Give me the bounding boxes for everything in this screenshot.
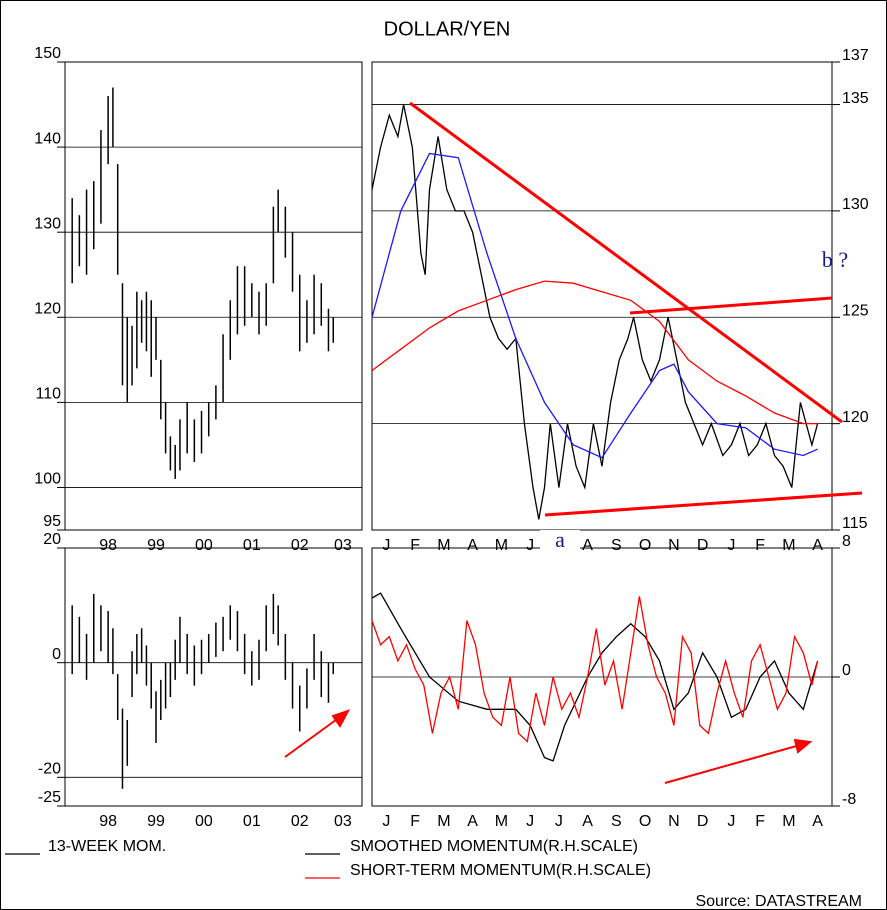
x-tick-label: D: [697, 537, 709, 554]
chart-title: DOLLAR/YEN: [384, 18, 511, 40]
x-tick-label: M: [495, 813, 508, 830]
x-tick-label: 01: [243, 813, 261, 830]
source: Source: DATASTREAM: [695, 893, 862, 910]
y-tick-label: 130: [34, 215, 61, 232]
y-tick-label: 135: [842, 90, 869, 107]
x-tick-label: 03: [334, 537, 352, 554]
x-tick-label: A: [812, 813, 823, 830]
x-tick-label: F: [755, 537, 765, 554]
x-tick-label: J: [382, 537, 390, 554]
series-line: [371, 280, 818, 425]
x-tick-label: 02: [291, 537, 309, 554]
x-tick-label: J: [382, 813, 390, 830]
arrow-head: [793, 738, 813, 754]
legend-label: SHORT-TERM MOMENTUM(R.H.SCALE): [350, 862, 651, 879]
x-tick-label: S: [611, 813, 622, 830]
x-tick-label: A: [812, 537, 823, 554]
x-tick-label: M: [437, 537, 450, 554]
y-tick-label: 150: [34, 45, 61, 62]
y-tick-label: 115: [842, 515, 868, 532]
x-tick-label: 99: [147, 813, 165, 830]
y-tick-label: -25: [38, 789, 61, 806]
arrow: [664, 744, 801, 784]
y-tick-label: 120: [842, 409, 869, 426]
panel-frame: [64, 61, 363, 531]
arrow-head: [331, 709, 351, 728]
trend-line: [629, 296, 833, 315]
x-tick-label: F: [410, 813, 420, 830]
trend-line: [544, 491, 863, 517]
x-tick-label: F: [410, 537, 420, 554]
x-tick-label: 03: [334, 813, 352, 830]
x-tick-label: 98: [99, 537, 117, 554]
annotation: b ?: [822, 247, 848, 272]
y-tick-label: -20: [38, 761, 61, 778]
x-tick-label: 98: [99, 813, 117, 830]
x-tick-label: M: [437, 813, 450, 830]
x-tick-label: 02: [291, 813, 309, 830]
x-tick-label: F: [755, 813, 765, 830]
annotation: a: [555, 527, 565, 552]
x-tick-label: N: [668, 537, 680, 554]
panel-frame: [371, 61, 833, 531]
y-tick-label: 120: [34, 300, 61, 317]
y-tick-label: 8: [842, 533, 851, 550]
legend-label: 13-WEEK MOM.: [48, 838, 166, 855]
x-tick-label: 99: [147, 537, 165, 554]
x-tick-label: J: [555, 813, 563, 830]
x-tick-label: A: [582, 813, 593, 830]
x-tick-label: M: [782, 537, 795, 554]
y-tick-label: 0: [52, 646, 61, 663]
series-line: [371, 596, 819, 743]
y-tick-label: 0: [842, 662, 851, 679]
series-line: [371, 152, 818, 459]
x-tick-label: M: [495, 537, 508, 554]
x-tick-label: O: [639, 813, 651, 830]
y-tick-label: 95: [43, 513, 61, 530]
y-tick-label: 125: [842, 302, 869, 319]
x-tick-label: J: [526, 537, 534, 554]
arrows: [284, 709, 813, 784]
y-tick-label: 140: [34, 130, 61, 147]
annotation-bg: [540, 530, 580, 558]
x-tick-label: D: [697, 813, 709, 830]
x-tick-label: S: [611, 537, 622, 554]
y-tick-label: 110: [35, 386, 61, 403]
y-tick-label: 130: [842, 196, 869, 213]
x-tick-label: M: [782, 813, 795, 830]
arrow: [284, 716, 341, 758]
y-tick-label: 100: [34, 471, 61, 488]
x-tick-label: 00: [195, 537, 213, 554]
x-tick-label: J: [727, 813, 735, 830]
x-tick-label: 01: [243, 537, 261, 554]
x-tick-label: 00: [195, 813, 213, 830]
panel-frame: [64, 547, 363, 807]
series-line: [371, 104, 819, 520]
series-line: [371, 592, 819, 762]
x-tick-label: N: [668, 813, 680, 830]
x-tick-label: J: [727, 537, 735, 554]
y-tick-label: -8: [842, 791, 856, 808]
y-tick-label: 20: [43, 531, 61, 548]
x-tick-label: O: [639, 537, 651, 554]
trend-lines: [409, 101, 863, 517]
x-tick-label: A: [467, 813, 478, 830]
legend-label: SMOOTHED MOMENTUM(R.H.SCALE): [350, 838, 638, 855]
trend-line: [409, 101, 843, 424]
x-tick-label: A: [582, 537, 593, 554]
y-tick-label: 137: [842, 47, 869, 64]
x-tick-label: A: [467, 537, 478, 554]
x-tick-label: J: [526, 813, 534, 830]
